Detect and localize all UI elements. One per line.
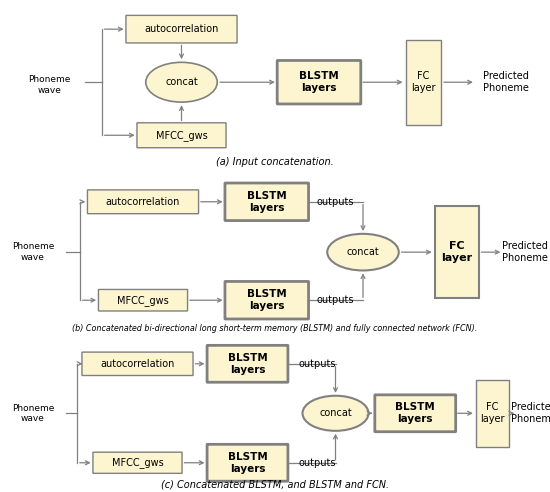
Text: BLSTM
layers: BLSTM layers (247, 191, 287, 213)
Bar (434, 206, 478, 298)
FancyBboxPatch shape (98, 289, 188, 311)
Text: FC
layer: FC layer (480, 402, 504, 424)
FancyBboxPatch shape (277, 61, 361, 104)
Text: outputs: outputs (298, 359, 336, 369)
FancyBboxPatch shape (225, 183, 309, 220)
Text: BLSTM
layers: BLSTM layers (228, 452, 267, 474)
Text: BLSTM
layers: BLSTM layers (299, 71, 339, 93)
FancyBboxPatch shape (82, 352, 193, 375)
FancyBboxPatch shape (375, 395, 455, 431)
FancyBboxPatch shape (93, 452, 182, 473)
Ellipse shape (327, 234, 399, 271)
Text: BLSTM
layers: BLSTM layers (228, 353, 267, 374)
Text: outputs: outputs (316, 197, 354, 207)
Text: autocorrelation: autocorrelation (106, 197, 180, 207)
Text: MFCC_gws: MFCC_gws (112, 457, 163, 468)
FancyBboxPatch shape (87, 190, 199, 214)
Text: Predicted
Phoneme: Predicted Phoneme (502, 242, 548, 263)
Text: MFCC_gws: MFCC_gws (117, 295, 169, 306)
FancyBboxPatch shape (126, 15, 237, 43)
Text: concat: concat (165, 77, 198, 87)
Text: autocorrelation: autocorrelation (144, 24, 219, 34)
Text: (c) Concatenated BLSTM, and BLSTM and FCN.: (c) Concatenated BLSTM, and BLSTM and FC… (161, 480, 389, 490)
Text: (a) Input concatenation.: (a) Input concatenation. (216, 157, 334, 167)
Text: FC
layer: FC layer (411, 71, 436, 93)
Text: BLSTM
layers: BLSTM layers (395, 402, 435, 424)
FancyBboxPatch shape (207, 444, 288, 481)
Text: (b) Concatenated bi-directional long short-term memory (BLSTM) and fully connect: (b) Concatenated bi-directional long sho… (73, 324, 477, 333)
Text: BLSTM
layers: BLSTM layers (247, 289, 287, 311)
Text: Predicted
Phoneme: Predicted Phoneme (483, 71, 529, 93)
Text: concat: concat (319, 408, 352, 418)
Text: Predicted
Phoneme: Predicted Phoneme (510, 402, 550, 424)
Text: autocorrelation: autocorrelation (100, 359, 175, 369)
Bar (476, 379, 509, 447)
Bar (406, 40, 441, 124)
Text: outputs: outputs (316, 295, 354, 305)
FancyBboxPatch shape (225, 281, 309, 319)
Text: concat: concat (346, 247, 380, 257)
Ellipse shape (302, 396, 368, 431)
Ellipse shape (146, 62, 217, 102)
Text: MFCC_gws: MFCC_gws (156, 130, 207, 141)
Text: FC
layer: FC layer (441, 242, 472, 263)
FancyBboxPatch shape (207, 345, 288, 382)
Text: outputs: outputs (298, 458, 336, 468)
FancyBboxPatch shape (137, 123, 226, 148)
Text: Phoneme
wave: Phoneme wave (28, 75, 71, 94)
Text: Phoneme
wave: Phoneme wave (12, 403, 54, 423)
Text: Phoneme
wave: Phoneme wave (12, 243, 54, 262)
